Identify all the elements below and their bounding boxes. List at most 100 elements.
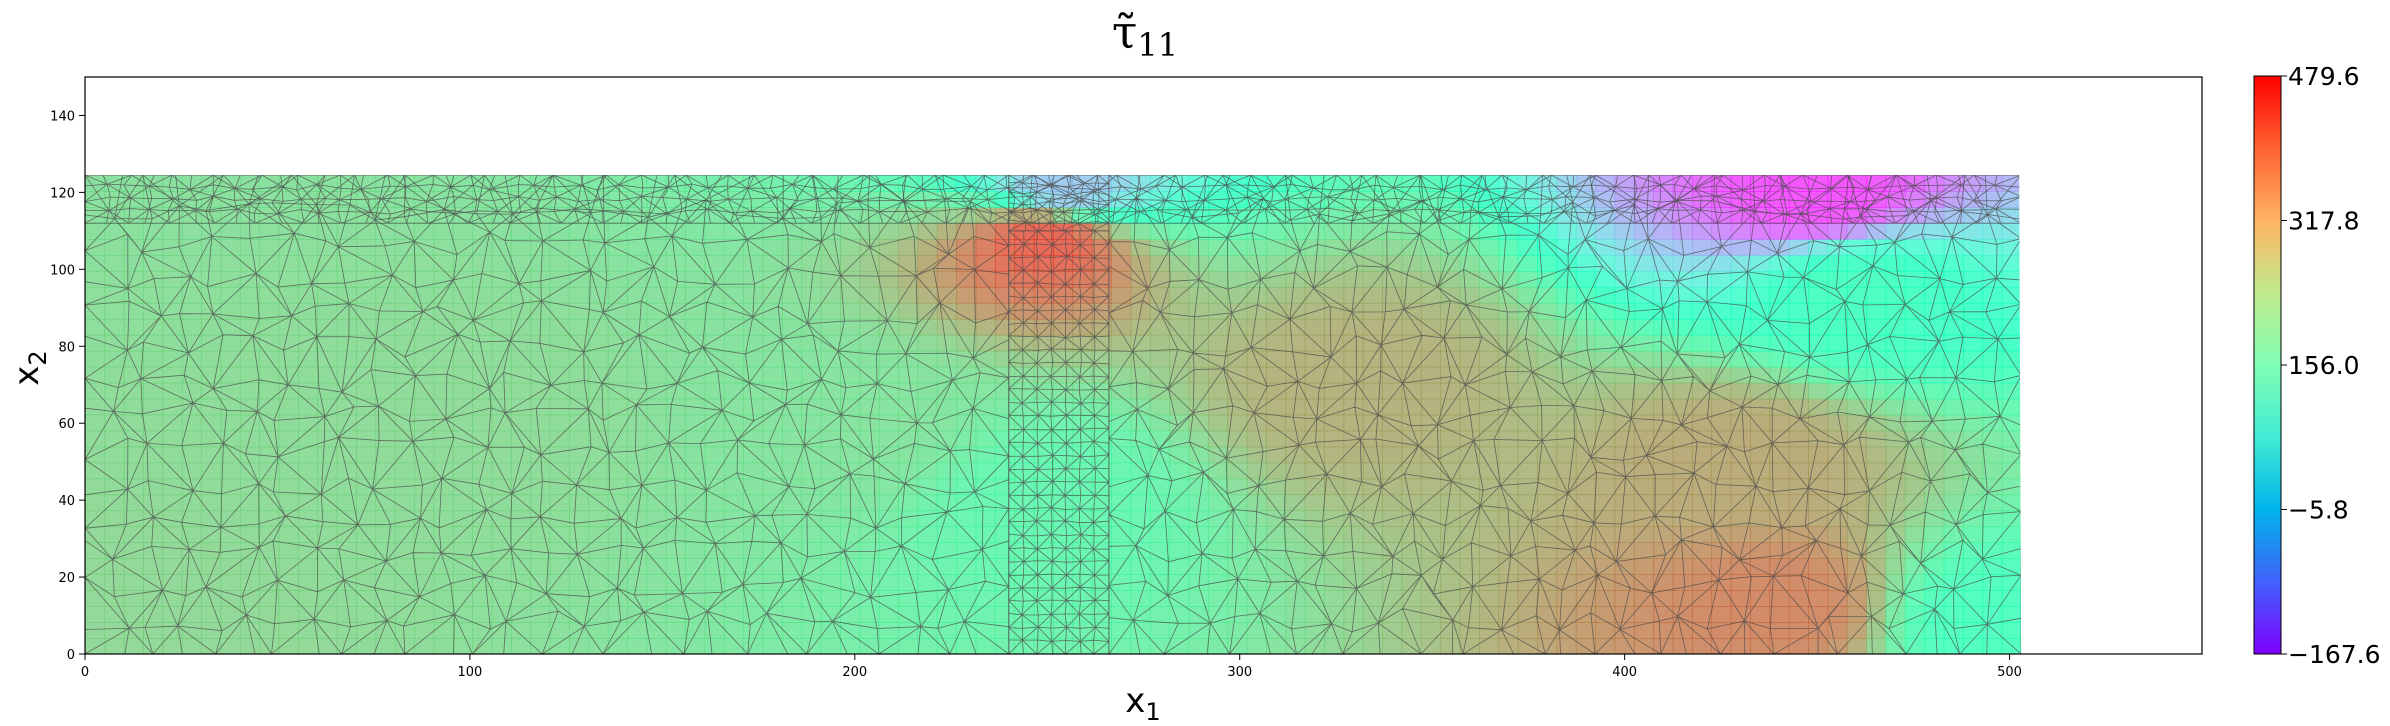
field-cell xyxy=(491,222,512,240)
field-cell xyxy=(627,526,648,544)
field-cell xyxy=(1672,638,1693,654)
field-cell xyxy=(1517,590,1538,607)
field-cell xyxy=(1072,478,1093,496)
field-cell xyxy=(1072,207,1093,224)
field-cell xyxy=(704,494,725,512)
field-cell xyxy=(1537,526,1558,544)
field-cell xyxy=(1362,462,1383,480)
field-cell xyxy=(917,574,938,591)
field-cell xyxy=(1653,638,1674,654)
field-cell xyxy=(1943,558,1964,575)
field-cell xyxy=(1788,606,1809,623)
field-cell xyxy=(1633,638,1655,654)
field-cell xyxy=(1498,542,1519,560)
field-cell xyxy=(665,175,686,192)
field-cell xyxy=(588,254,609,272)
field-cell xyxy=(1788,462,1809,480)
field-cell xyxy=(336,606,357,623)
field-cell xyxy=(1614,622,1635,639)
field-cell xyxy=(1653,222,1674,240)
field-cell xyxy=(588,270,609,288)
field-cell xyxy=(743,462,764,480)
field-cell xyxy=(917,622,938,639)
field-cell xyxy=(1401,350,1422,368)
field-cell xyxy=(297,590,319,607)
field-cell xyxy=(433,638,454,654)
field-cell xyxy=(1846,526,1867,544)
field-cell xyxy=(859,526,880,544)
field-cell xyxy=(1498,446,1519,464)
field-cell xyxy=(1808,222,1829,240)
field-cell xyxy=(1033,542,1054,560)
field-cell xyxy=(723,590,745,607)
field-cell xyxy=(607,302,628,320)
field-cell xyxy=(1227,446,1248,464)
field-cell xyxy=(510,478,532,496)
field-cell xyxy=(356,238,377,256)
field-cell xyxy=(743,254,764,272)
field-cell xyxy=(452,574,474,591)
field-cell xyxy=(762,286,783,304)
field-cell xyxy=(1943,542,1964,560)
field-cell xyxy=(956,430,977,448)
field-cell xyxy=(743,222,764,240)
field-cell xyxy=(1033,494,1054,512)
field-cell xyxy=(201,382,222,400)
field-cell xyxy=(1537,510,1558,528)
field-cell xyxy=(743,558,764,575)
field-cell xyxy=(510,382,532,400)
field-cell xyxy=(859,542,880,560)
field-cell xyxy=(1324,398,1345,416)
field-cell xyxy=(1478,222,1500,240)
field-cell xyxy=(743,286,764,304)
field-cell xyxy=(1556,318,1577,336)
field-cell xyxy=(994,382,1016,400)
field-cell xyxy=(1963,590,1984,607)
field-cell xyxy=(859,334,880,352)
field-cell xyxy=(162,382,183,400)
field-cell xyxy=(1149,254,1171,272)
field-cell xyxy=(1575,606,1596,623)
field-cell xyxy=(1072,590,1093,607)
field-cell xyxy=(1788,446,1809,464)
field-cell xyxy=(1904,414,1926,432)
field-cell xyxy=(472,558,493,575)
field-cell xyxy=(1207,638,1229,654)
field-cell xyxy=(1982,414,2003,432)
field-cell xyxy=(1072,350,1093,368)
field-cell xyxy=(472,366,493,384)
field-cell xyxy=(1498,382,1519,400)
field-cell xyxy=(1633,526,1655,544)
field-cell xyxy=(1304,334,1325,352)
field-cell xyxy=(1033,446,1054,464)
field-cell xyxy=(1556,254,1577,272)
field-cell xyxy=(143,350,164,368)
field-cell xyxy=(1769,494,1790,512)
field-cell xyxy=(956,238,977,256)
field-cell xyxy=(1556,302,1577,320)
field-cell xyxy=(433,175,454,192)
field-cell xyxy=(743,382,764,400)
field-cell xyxy=(1169,350,1190,368)
field-cell xyxy=(1769,478,1790,496)
field-cell xyxy=(1672,382,1693,400)
field-cell xyxy=(1343,542,1364,560)
field-cell xyxy=(627,286,648,304)
field-cell xyxy=(181,430,202,448)
field-cell xyxy=(1285,622,1306,639)
colorbar-tick-label: 479.6 xyxy=(2288,62,2360,91)
field-cell xyxy=(781,526,803,544)
field-cell xyxy=(85,334,106,352)
field-cell xyxy=(1750,334,1771,352)
field-cell xyxy=(1827,574,1848,591)
field-cell xyxy=(162,334,183,352)
field-cell xyxy=(104,238,125,256)
field-cell xyxy=(1420,478,1442,496)
field-cell xyxy=(1904,254,1926,272)
field-cell xyxy=(1904,606,1926,623)
field-cell xyxy=(1343,414,1364,432)
field-cell xyxy=(1459,558,1480,575)
field-cell xyxy=(1072,302,1093,320)
field-cell xyxy=(1362,222,1383,240)
